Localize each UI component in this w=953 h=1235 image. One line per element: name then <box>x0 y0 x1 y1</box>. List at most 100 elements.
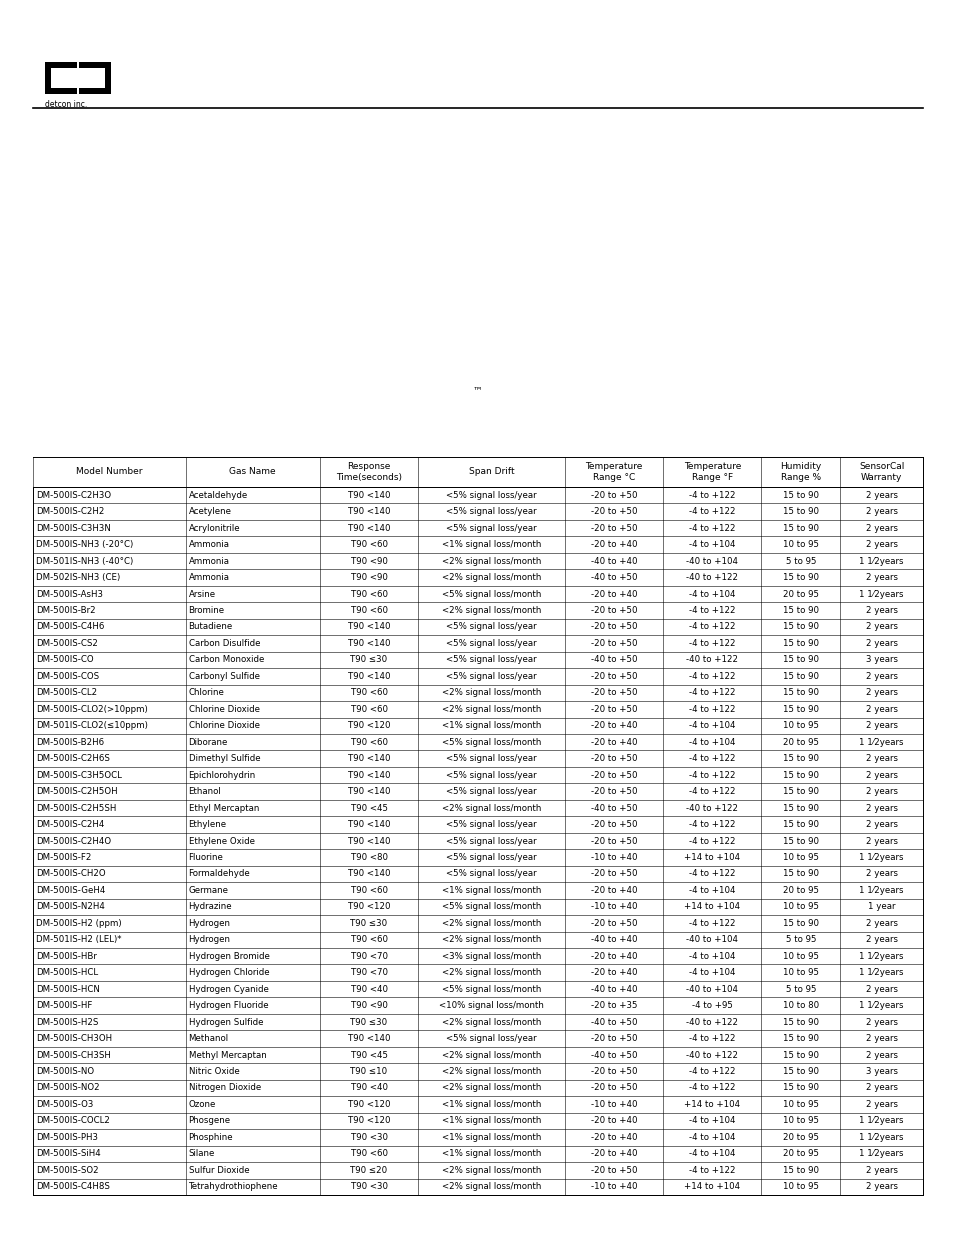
Text: -10 to +40: -10 to +40 <box>590 1182 637 1192</box>
Text: -20 to +40: -20 to +40 <box>590 1116 637 1125</box>
Text: DM-500IS-F2: DM-500IS-F2 <box>36 853 91 862</box>
Text: 2 years: 2 years <box>864 1182 897 1192</box>
Text: T90 <90: T90 <90 <box>350 557 387 566</box>
Text: 2 years: 2 years <box>864 804 897 813</box>
Text: <5% signal loss/month: <5% signal loss/month <box>441 589 540 599</box>
Text: T90 <140: T90 <140 <box>348 787 390 797</box>
Text: <2% signal loss/month: <2% signal loss/month <box>441 919 540 927</box>
Text: T90 <140: T90 <140 <box>348 672 390 680</box>
FancyBboxPatch shape <box>79 68 105 88</box>
Text: Span Drift: Span Drift <box>468 468 514 477</box>
Text: -40 to +104: -40 to +104 <box>685 935 738 945</box>
Text: -20 to +40: -20 to +40 <box>590 1150 637 1158</box>
Text: -4 to +122: -4 to +122 <box>688 688 735 698</box>
Text: <2% signal loss/month: <2% signal loss/month <box>441 606 540 615</box>
Text: 2 years: 2 years <box>864 540 897 550</box>
Text: DM-500IS-C4H6: DM-500IS-C4H6 <box>36 622 104 631</box>
Text: DM-500IS-CL2: DM-500IS-CL2 <box>36 688 97 698</box>
Text: -10 to +40: -10 to +40 <box>590 1100 637 1109</box>
Text: Response
Time(seconds): Response Time(seconds) <box>335 462 401 482</box>
Text: -4 to +122: -4 to +122 <box>688 705 735 714</box>
Text: -20 to +40: -20 to +40 <box>590 737 637 747</box>
Text: T90 <140: T90 <140 <box>348 524 390 532</box>
Text: 10 to 95: 10 to 95 <box>782 1100 818 1109</box>
Text: -20 to +50: -20 to +50 <box>590 1083 637 1093</box>
Text: <2% signal loss/month: <2% signal loss/month <box>441 557 540 566</box>
Text: Silane: Silane <box>189 1150 214 1158</box>
Text: -20 to +50: -20 to +50 <box>590 787 637 797</box>
Text: T90 ≤20: T90 ≤20 <box>350 1166 387 1174</box>
Text: -20 to +50: -20 to +50 <box>590 1067 637 1076</box>
Text: 2 years: 2 years <box>864 622 897 631</box>
Text: Acetylene: Acetylene <box>189 508 232 516</box>
Text: Butadiene: Butadiene <box>189 622 233 631</box>
Text: T90 <60: T90 <60 <box>350 705 387 714</box>
Text: <2% signal loss/month: <2% signal loss/month <box>441 1051 540 1060</box>
Text: -4 to +122: -4 to +122 <box>688 638 735 648</box>
Text: <2% signal loss/month: <2% signal loss/month <box>441 968 540 977</box>
Text: <1% signal loss/month: <1% signal loss/month <box>441 1132 540 1142</box>
Text: -4 to +122: -4 to +122 <box>688 524 735 532</box>
Text: <5% signal loss/year: <5% signal loss/year <box>446 787 537 797</box>
Text: DM-500IS-Br2: DM-500IS-Br2 <box>36 606 95 615</box>
Text: DM-500IS-CH3SH: DM-500IS-CH3SH <box>36 1051 111 1060</box>
Text: 15 to 90: 15 to 90 <box>782 705 818 714</box>
Text: -4 to +104: -4 to +104 <box>688 952 735 961</box>
Text: DM-500IS-NH3 (-20°C): DM-500IS-NH3 (-20°C) <box>36 540 133 550</box>
Text: 2 years: 2 years <box>864 1018 897 1026</box>
Text: <5% signal loss/year: <5% signal loss/year <box>446 755 537 763</box>
Text: Germane: Germane <box>189 885 229 895</box>
Text: T90 <30: T90 <30 <box>350 1132 387 1142</box>
Text: Carbon Monoxide: Carbon Monoxide <box>189 656 264 664</box>
Text: <5% signal loss/year: <5% signal loss/year <box>446 836 537 846</box>
Text: -20 to +40: -20 to +40 <box>590 1132 637 1142</box>
Text: Fluorine: Fluorine <box>189 853 223 862</box>
Text: T90 <140: T90 <140 <box>348 771 390 779</box>
Text: 15 to 90: 15 to 90 <box>782 688 818 698</box>
Text: -4 to +104: -4 to +104 <box>688 737 735 747</box>
Text: 2 years: 2 years <box>864 1166 897 1174</box>
Text: +14 to +104: +14 to +104 <box>683 1100 740 1109</box>
Text: 2 years: 2 years <box>864 524 897 532</box>
Text: <5% signal loss/year: <5% signal loss/year <box>446 771 537 779</box>
Text: 1 year: 1 year <box>867 903 895 911</box>
Text: <5% signal loss/year: <5% signal loss/year <box>446 622 537 631</box>
Text: <5% signal loss/year: <5% signal loss/year <box>446 853 537 862</box>
Text: -40 to +122: -40 to +122 <box>685 573 738 582</box>
Text: -20 to +40: -20 to +40 <box>590 952 637 961</box>
Text: Hydrogen: Hydrogen <box>189 919 231 927</box>
Text: -4 to +122: -4 to +122 <box>688 490 735 500</box>
Text: DM-500IS-C2H6S: DM-500IS-C2H6S <box>36 755 110 763</box>
Text: -4 to +122: -4 to +122 <box>688 622 735 631</box>
Text: -4 to +122: -4 to +122 <box>688 869 735 878</box>
Text: <5% signal loss/year: <5% signal loss/year <box>446 638 537 648</box>
Text: DM-500IS-HF: DM-500IS-HF <box>36 1002 92 1010</box>
Text: -20 to +40: -20 to +40 <box>590 589 637 599</box>
Text: 10 to 95: 10 to 95 <box>782 1116 818 1125</box>
Text: Ethyl Mercaptan: Ethyl Mercaptan <box>189 804 258 813</box>
Text: Humidity
Range %: Humidity Range % <box>780 462 821 482</box>
Text: <5% signal loss/month: <5% signal loss/month <box>441 737 540 747</box>
Text: <2% signal loss/month: <2% signal loss/month <box>441 573 540 582</box>
Text: 2 years: 2 years <box>864 919 897 927</box>
Text: DM-500IS-AsH3: DM-500IS-AsH3 <box>36 589 103 599</box>
Text: -20 to +40: -20 to +40 <box>590 885 637 895</box>
Text: 15 to 90: 15 to 90 <box>782 755 818 763</box>
Text: <5% signal loss/year: <5% signal loss/year <box>446 508 537 516</box>
Text: DM-500IS-C2H2: DM-500IS-C2H2 <box>36 508 104 516</box>
Text: DM-500IS-B2H6: DM-500IS-B2H6 <box>36 737 104 747</box>
Text: 10 to 80: 10 to 80 <box>782 1002 818 1010</box>
Text: 5 to 95: 5 to 95 <box>784 557 815 566</box>
Text: -4 to +122: -4 to +122 <box>688 771 735 779</box>
Text: 3 years: 3 years <box>864 1067 897 1076</box>
Text: -4 to +122: -4 to +122 <box>688 508 735 516</box>
Text: T90 <120: T90 <120 <box>348 1116 390 1125</box>
Text: T90 <140: T90 <140 <box>348 638 390 648</box>
Text: 2 years: 2 years <box>864 869 897 878</box>
Text: Dimethyl Sulfide: Dimethyl Sulfide <box>189 755 260 763</box>
Text: Hydrogen Fluoride: Hydrogen Fluoride <box>189 1002 268 1010</box>
Text: T90 <140: T90 <140 <box>348 836 390 846</box>
Text: -40 to +50: -40 to +50 <box>590 1051 637 1060</box>
Text: T90 <60: T90 <60 <box>350 885 387 895</box>
Text: -4 to +104: -4 to +104 <box>688 1116 735 1125</box>
